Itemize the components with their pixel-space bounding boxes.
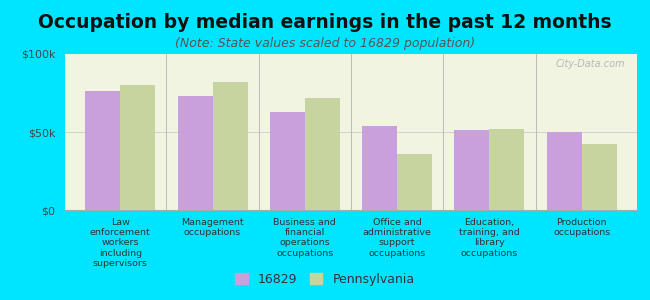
Text: City-Data.com: City-Data.com (556, 59, 625, 69)
Bar (547, 132, 582, 210)
Bar (177, 96, 213, 210)
Bar (489, 129, 525, 210)
Text: (Note: State values scaled to 16829 population): (Note: State values scaled to 16829 popu… (175, 38, 475, 50)
Bar (305, 98, 340, 210)
Bar (120, 85, 155, 210)
Bar (397, 154, 432, 210)
Bar (85, 92, 120, 210)
Bar (582, 145, 617, 210)
Text: Occupation by median earnings in the past 12 months: Occupation by median earnings in the pas… (38, 14, 612, 32)
Bar (270, 112, 305, 210)
Bar (362, 126, 397, 210)
Legend: 16829, Pennsylvania: 16829, Pennsylvania (231, 268, 419, 291)
Bar (454, 130, 489, 210)
Bar (213, 82, 248, 210)
